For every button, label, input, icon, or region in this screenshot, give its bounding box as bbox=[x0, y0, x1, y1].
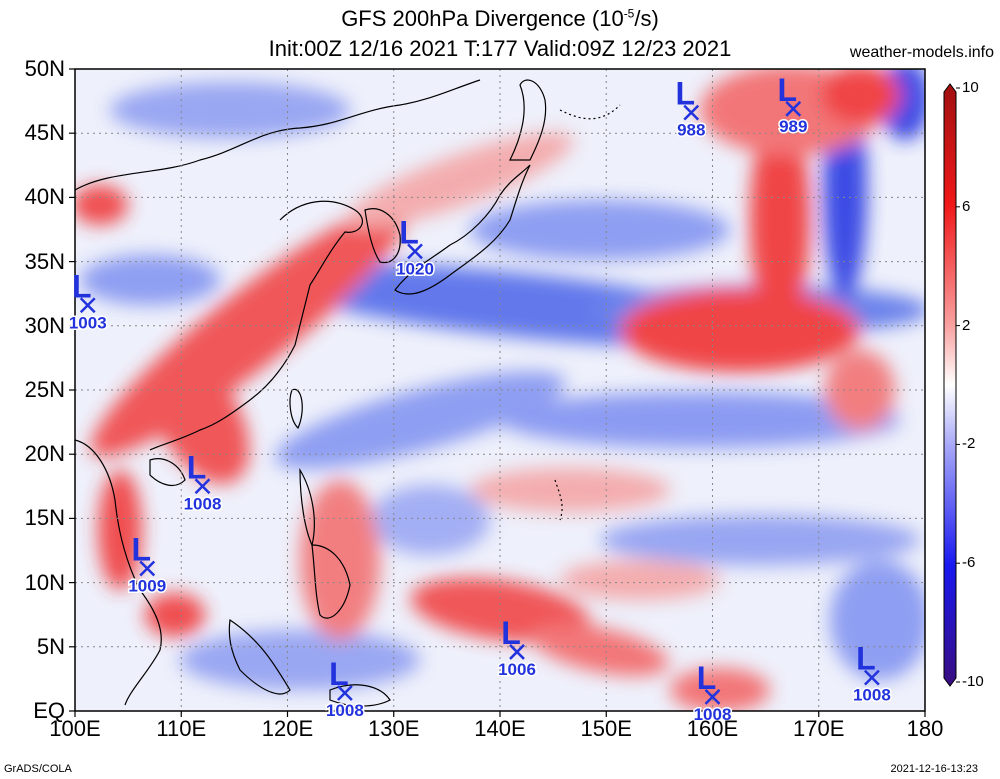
title-exponent: -5 bbox=[623, 6, 635, 21]
colorbar-label: -10 bbox=[962, 673, 984, 690]
latitude-label: 20N bbox=[24, 441, 65, 467]
longitude-label: 130E bbox=[368, 716, 420, 741]
divergence-field bbox=[75, 69, 925, 711]
latitude-label: 5N bbox=[36, 633, 65, 659]
colorbar-bar bbox=[943, 83, 957, 687]
colorbar bbox=[943, 83, 960, 687]
low-marker: L 1003 bbox=[67, 268, 108, 334]
colorbar-tick-marks bbox=[956, 87, 960, 683]
colorbar-label: 6 bbox=[962, 197, 971, 215]
tick-marks bbox=[69, 68, 926, 717]
map-subtitle: Init:00Z 12/16 2021 T:177 Valid:09Z 12/2… bbox=[268, 36, 732, 61]
graticule bbox=[75, 69, 925, 711]
low-marker: L 1006 bbox=[497, 615, 538, 681]
longitude-label: 160E bbox=[686, 716, 739, 741]
grads-credit: GrADS/COLA bbox=[4, 763, 72, 775]
low-pressure-value: 989 bbox=[779, 117, 807, 136]
low-pressure-value: 1003 bbox=[69, 313, 107, 332]
latitude-label: 30N bbox=[24, 312, 65, 338]
low-marker: L 1008 bbox=[692, 660, 733, 726]
low-pressure-value: 1008 bbox=[694, 705, 732, 724]
latitude-label: 25N bbox=[24, 377, 65, 402]
map-title: GFS 200hPa Divergence (10-5/s) bbox=[341, 6, 659, 31]
site-credit: weather-models.info bbox=[849, 44, 994, 61]
low-pressure-value: 1009 bbox=[128, 576, 166, 595]
low-letter: L bbox=[856, 641, 876, 677]
latitude-label: 10N bbox=[24, 569, 65, 595]
render-timestamp: 2021-12-16-13:23 bbox=[890, 763, 978, 775]
low-letter: L bbox=[329, 656, 349, 692]
low-marker: L 988 bbox=[675, 76, 706, 142]
low-center-cross bbox=[785, 100, 802, 117]
low-letter: L bbox=[72, 268, 92, 304]
low-marker: L 1008 bbox=[851, 641, 892, 707]
latitude-label: 45N bbox=[24, 120, 65, 146]
longitude-label: 140E bbox=[474, 716, 526, 741]
low-pressure-value: 988 bbox=[677, 121, 705, 140]
latitude-label: 15N bbox=[24, 505, 65, 531]
longitude-label: 180 bbox=[906, 716, 944, 741]
low-marker: L 1020 bbox=[395, 214, 436, 280]
low-marker: L 1009 bbox=[127, 531, 168, 597]
colorbar-label: 2 bbox=[962, 316, 971, 334]
colorbar-label: -6 bbox=[962, 554, 976, 572]
longitude-label: 120E bbox=[261, 716, 314, 741]
longitude-label: 110E bbox=[156, 716, 207, 741]
low-letter: L bbox=[131, 531, 151, 567]
latitude-label: EQ bbox=[33, 698, 65, 723]
low-pressure-value: 1020 bbox=[396, 259, 434, 278]
low-letter: L bbox=[399, 214, 419, 250]
low-marker: L 1008 bbox=[324, 656, 365, 722]
low-center-cross bbox=[509, 644, 525, 660]
low-letter: L bbox=[187, 449, 207, 485]
low-letter: L bbox=[777, 72, 797, 108]
low-letter: L bbox=[501, 615, 521, 651]
coastlines bbox=[75, 79, 621, 707]
low-pressure-value: 1006 bbox=[498, 660, 536, 679]
longitude-label: 150E bbox=[580, 716, 632, 741]
low-pressure-value: 1008 bbox=[326, 701, 364, 720]
low-marker: L 1008 bbox=[182, 449, 223, 515]
latitude-label: 50N bbox=[24, 56, 65, 81]
colorbar-label: -2 bbox=[962, 435, 976, 453]
colorbar-label: 10 bbox=[962, 79, 979, 96]
low-center-cross bbox=[336, 685, 353, 701]
low-pressure-markers: L 988 L 989 L 1020 L 1003 L 1008 L 1009 L 1006 L 1008 L 1… bbox=[67, 72, 892, 726]
low-center-cross bbox=[683, 104, 700, 121]
low-center-cross bbox=[863, 669, 880, 686]
low-center-cross bbox=[194, 478, 211, 495]
low-letter: L bbox=[697, 660, 717, 696]
latitude-label: 35N bbox=[24, 248, 65, 274]
low-pressure-value: 1008 bbox=[853, 686, 891, 705]
longitude-label: 100E bbox=[49, 716, 101, 741]
low-pressure-value: 1008 bbox=[184, 494, 222, 513]
low-center-cross bbox=[407, 243, 423, 260]
longitude-label: 170E bbox=[793, 716, 845, 741]
low-marker: L 989 bbox=[777, 72, 808, 138]
latitude-label: 40N bbox=[24, 184, 65, 210]
low-center-cross bbox=[79, 297, 96, 314]
low-letter: L bbox=[675, 76, 695, 112]
low-center-cross bbox=[139, 560, 156, 577]
low-center-cross bbox=[704, 688, 721, 705]
